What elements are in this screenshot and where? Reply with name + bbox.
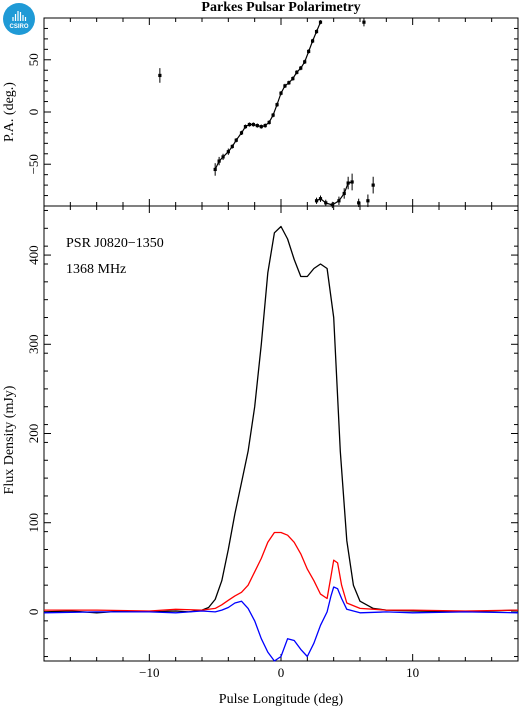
pa-point	[314, 29, 319, 34]
circular-polarization-line	[43, 586, 519, 662]
pa-point	[342, 191, 346, 196]
pa-point	[357, 201, 361, 205]
csiro-logo: CSIRO	[3, 3, 35, 35]
pa-point	[307, 49, 311, 54]
flux-y-ticklabel: 100	[26, 513, 41, 533]
position-angle-panel: −50 0 50 P.A. (deg.)	[2, 17, 519, 209]
flux-x-ticklabel: 10	[406, 665, 419, 680]
flux-xlabel: Pulse Longitude (deg)	[219, 692, 344, 707]
pa-points	[158, 18, 375, 209]
pa-point	[230, 144, 234, 149]
pa-ticks: −50 0 50	[26, 18, 519, 206]
flux-y-ticklabel: 300	[26, 335, 41, 355]
pa-point	[311, 39, 315, 43]
pa-connecting-line	[316, 181, 353, 206]
psr-name-annotation: PSR J0820−1350	[66, 236, 164, 251]
flux-series	[43, 225, 519, 662]
flux-y-ticklabel: 400	[26, 245, 41, 265]
pa-lines	[214, 21, 353, 206]
total-intensity-line	[43, 225, 519, 614]
pa-point	[267, 120, 271, 125]
pa-y-ticklabel: 0	[26, 109, 41, 116]
pa-point	[318, 20, 323, 24]
pa-point	[362, 20, 366, 24]
flux-x-ticklabel: 0	[278, 665, 285, 680]
pa-point	[291, 76, 295, 81]
pa-point	[324, 201, 328, 205]
frequency-annotation: 1368 MHz	[66, 262, 126, 277]
pa-point	[279, 91, 283, 95]
logo-lettering: CSIRO	[9, 24, 28, 30]
pa-point	[243, 125, 248, 129]
pa-point	[217, 159, 221, 163]
pa-point	[295, 70, 299, 74]
pa-ylabel: P.A. (deg.)	[2, 82, 17, 142]
pa-y-ticklabel: −50	[26, 154, 41, 174]
pa-point	[371, 183, 375, 187]
pa-point	[226, 150, 230, 154]
pa-point	[299, 66, 303, 70]
figure-title: Parkes Pulsar Polarimetry	[201, 0, 360, 15]
pa-point	[314, 199, 319, 203]
pa-point	[366, 199, 370, 203]
flux-y-ticklabel: 0	[26, 609, 41, 616]
pa-frame	[43, 17, 519, 207]
pa-point	[259, 125, 263, 129]
pa-point	[234, 138, 238, 142]
flux-x-ticklabel: −10	[139, 665, 159, 680]
linear-polarization-line	[44, 531, 519, 612]
pa-point	[158, 73, 162, 78]
flux-ylabel: Flux Density (mJy)	[2, 385, 17, 494]
pa-point	[263, 123, 267, 128]
pa-point	[213, 167, 217, 172]
pa-point	[221, 155, 225, 159]
pa-y-ticklabel: 50	[26, 53, 41, 66]
pa-point	[271, 113, 275, 117]
pa-point	[346, 181, 350, 185]
pa-point	[239, 131, 244, 135]
pa-point	[247, 122, 251, 127]
pa-point	[337, 199, 341, 203]
pa-point	[330, 203, 334, 207]
pa-point	[251, 122, 255, 127]
pa-point	[275, 103, 279, 107]
pa-point	[255, 123, 259, 128]
pa-point	[283, 84, 287, 88]
flux-y-ticklabel: 200	[26, 424, 41, 444]
pa-point	[350, 180, 354, 184]
pa-point	[287, 81, 291, 85]
pa-point	[303, 60, 307, 64]
pa-point	[318, 197, 323, 201]
